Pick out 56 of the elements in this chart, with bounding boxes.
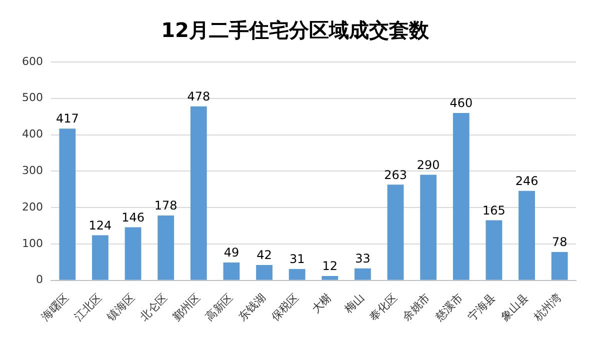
bar	[124, 227, 142, 280]
bar	[486, 220, 502, 280]
data-label: 417	[56, 112, 79, 126]
data-label: 42	[256, 248, 272, 262]
bar	[190, 106, 207, 280]
data-label: 165	[482, 203, 506, 218]
data-label: 178	[154, 198, 178, 213]
x-tick-label: 保税区	[268, 290, 302, 324]
data-label: 263	[384, 168, 407, 182]
x-tick-label: 镇海区	[104, 290, 138, 324]
x-tick-label: 杭州湾	[530, 290, 564, 324]
bar	[551, 252, 568, 280]
x-tick-label: 大榭	[309, 290, 334, 316]
x-tick-label: 北仑区	[137, 290, 170, 324]
y-tick-label: 0	[36, 273, 43, 286]
data-label: 78	[552, 235, 568, 250]
data-label: 12	[322, 259, 338, 274]
bar	[387, 184, 404, 280]
x-tick-label: 宁海县	[466, 290, 498, 324]
x-tick-label: 梅山	[341, 290, 367, 316]
bar	[420, 174, 437, 280]
x-tick-label: 慈溪市	[432, 290, 466, 324]
data-label: 33	[355, 251, 370, 266]
y-tick-label: 200	[22, 200, 43, 214]
bar	[223, 262, 240, 280]
bar	[288, 269, 306, 280]
x-tick-label: 象山县	[498, 290, 531, 324]
x-tick-label: 奉化区	[367, 290, 400, 324]
x-tick-label: 江北区	[72, 290, 104, 324]
bar	[354, 268, 371, 280]
data-label: 460	[450, 96, 473, 110]
data-label: 478	[187, 90, 210, 104]
bar	[59, 128, 76, 280]
data-label: 290	[416, 158, 440, 172]
x-tick-label: 鄞州区	[170, 290, 203, 324]
bar	[158, 216, 174, 280]
x-tick-label: 高新区	[203, 290, 236, 324]
bar	[256, 265, 272, 280]
data-label: 31	[289, 252, 305, 266]
x-tick-label: 海曙区	[39, 290, 72, 324]
y-tick-label: 600	[22, 54, 43, 68]
bar	[322, 276, 338, 280]
bar	[92, 235, 108, 280]
x-tick-label: 东钱湖	[236, 290, 268, 324]
bar	[518, 190, 535, 280]
bar	[452, 112, 470, 280]
data-label: 146	[122, 210, 144, 224]
x-tick-label: 余姚市	[400, 290, 432, 324]
chart-title: 12月二手住宅分区域成交套数	[161, 18, 430, 42]
y-tick-label: 400	[22, 128, 43, 141]
y-tick-label: 100	[22, 236, 43, 250]
y-tick-label: 500	[22, 91, 43, 104]
data-label: 49	[224, 246, 240, 260]
y-tick-label: 300	[22, 164, 43, 178]
data-label: 246	[515, 174, 538, 188]
data-label: 124	[88, 218, 112, 232]
